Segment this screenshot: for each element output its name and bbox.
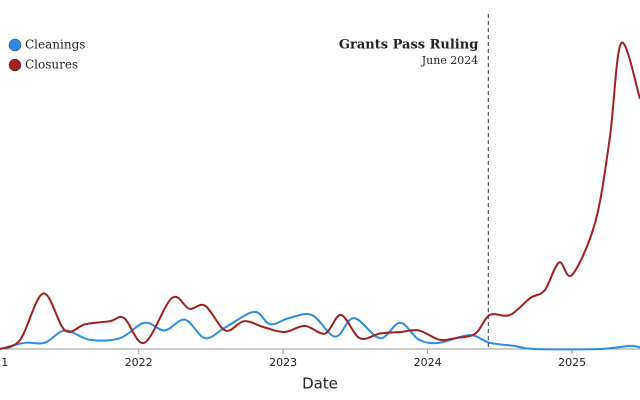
x-tick-label: 2024 bbox=[414, 356, 442, 369]
legend-swatch bbox=[8, 58, 22, 72]
legend-label: Cleanings bbox=[25, 38, 85, 52]
annotation-subtitle: June 2024 bbox=[421, 54, 479, 67]
x-tick-label: 2025 bbox=[558, 356, 586, 369]
line bbox=[0, 310, 640, 351]
annotation-title: Grants Pass Ruling bbox=[339, 38, 478, 53]
x-tick-label: 2021 bbox=[0, 356, 8, 369]
x-tick-label: 2023 bbox=[269, 356, 297, 369]
x-axis-label: Date bbox=[302, 375, 338, 393]
line bbox=[0, 41, 640, 350]
legend-label: Closures bbox=[25, 58, 78, 72]
legend-swatch bbox=[8, 38, 22, 52]
x-tick-label: 2022 bbox=[125, 356, 153, 369]
